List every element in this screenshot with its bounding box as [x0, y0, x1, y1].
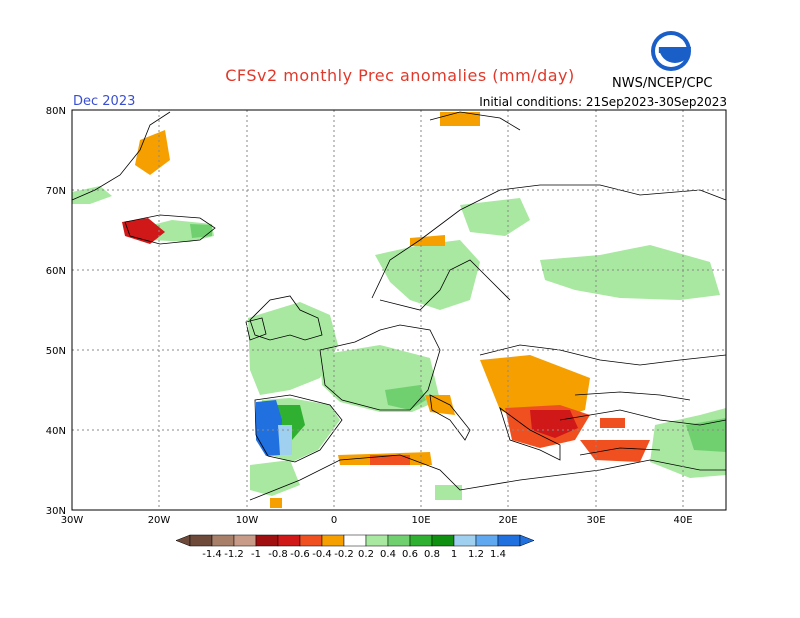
legend-swatch	[343, 534, 367, 547]
legend-swatch	[387, 534, 411, 547]
wet-region-russia	[540, 245, 720, 300]
legend-swatch	[453, 534, 477, 547]
legend-label: 1.2	[468, 549, 484, 560]
legend-label: 0.2	[358, 549, 374, 560]
coastline-turkey-north	[559, 409, 727, 426]
dry-region-svalbard	[440, 112, 480, 126]
legend-label: -0.6	[290, 549, 310, 560]
lat-label: 50N	[46, 346, 66, 357]
legend-swatch	[431, 534, 455, 547]
wet-region-middle-east-core	[686, 418, 726, 452]
legend-label: -0.4	[312, 549, 332, 560]
wet-region-north-scandinavia	[460, 198, 530, 236]
coastline-scandinavia-north	[371, 184, 727, 299]
very-wet-region-portugal	[256, 400, 282, 456]
legend-swatch	[189, 534, 213, 547]
legend-swatch	[255, 534, 279, 547]
map-title: CFSv2 monthly Prec anomalies (mm/day)	[225, 66, 575, 85]
lat-label: 60N	[46, 266, 66, 277]
lon-label: 30W	[61, 515, 84, 526]
coastline-north-africa	[249, 454, 726, 501]
coastline-black-sea-south	[574, 391, 691, 401]
coastline-greece	[499, 406, 561, 461]
dry-region-turkey-south	[580, 440, 650, 462]
latitude-labels: 80N 70N 60N 50N 40N 30N	[46, 106, 66, 517]
legend-label: -1	[251, 549, 261, 560]
noaa-logo-icon: NOAA	[651, 31, 691, 71]
map-border	[71, 109, 727, 511]
legend-label: 0.4	[380, 549, 396, 560]
agency-label: NWS/NCEP/CPC	[612, 76, 713, 91]
legend-label: 0.6	[402, 549, 418, 560]
lat-label: 30N	[46, 506, 66, 517]
coastline-great-britain	[249, 295, 323, 341]
legend-swatch	[299, 534, 323, 547]
legend-swatch	[321, 534, 345, 547]
wet-region-british-isles	[248, 302, 338, 395]
legend-swatch	[211, 534, 235, 547]
lon-label: 20W	[148, 515, 171, 526]
legend-arrow-left	[175, 534, 191, 547]
lon-label: 10W	[236, 515, 259, 526]
dry-region-algeria-core	[370, 455, 410, 465]
coastline-greenland	[71, 111, 171, 201]
wet-region-scandinavia	[375, 240, 480, 310]
legend-label: 1	[451, 549, 457, 560]
legend-swatch	[475, 534, 499, 547]
legend-label: -0.2	[334, 549, 354, 560]
wet-region-morocco	[250, 460, 300, 496]
dry-region-norway-coast	[410, 235, 445, 246]
longitude-labels: 30W 20W 10W 0 10E 20E 30E 40E	[61, 515, 693, 526]
legend-swatch	[277, 534, 301, 547]
lat-label: 40N	[46, 426, 66, 437]
coastline-turkey-south	[579, 447, 661, 456]
coastline-italy	[429, 394, 471, 441]
coastlines	[71, 111, 727, 501]
dry-region-canary	[270, 498, 282, 508]
legend-swatch	[497, 534, 521, 547]
wet-region-libya	[435, 485, 462, 500]
lat-label: 80N	[46, 106, 66, 117]
dry-region-iceland-west	[122, 218, 165, 244]
wet-region-iceland-core	[190, 224, 212, 238]
gridlines	[72, 110, 726, 510]
very-wet-region-portugal-edge	[278, 425, 292, 455]
lon-label: 20E	[498, 515, 517, 526]
legend-label: -0.8	[268, 549, 288, 560]
legend-arrow-right	[519, 534, 535, 547]
legend-swatch	[365, 534, 389, 547]
legend-label: 1.4	[490, 549, 506, 560]
lat-label: 70N	[46, 186, 66, 197]
coastline-iberia	[254, 394, 343, 463]
initial-conditions: Initial conditions: 21Sep2023-30Sep2023	[479, 95, 727, 109]
coastline-iceland	[124, 214, 216, 245]
lon-label: 30E	[586, 515, 605, 526]
legend-label: 0.8	[424, 549, 440, 560]
logo-text: NOAA	[658, 46, 684, 55]
coastline-france	[319, 324, 441, 411]
coastline-baltic	[379, 259, 511, 311]
lon-label: 0	[331, 515, 337, 526]
dry-region-turkey	[600, 418, 625, 428]
dry-region-greece-core	[530, 410, 578, 438]
legend-label: -1.4	[202, 549, 222, 560]
forecast-month: Dec 2023	[73, 94, 136, 109]
coastline-svalbard	[429, 111, 521, 131]
legend-label: -1.2	[224, 549, 244, 560]
lon-label: 10E	[411, 515, 430, 526]
coastline-ireland	[245, 317, 267, 341]
legend-swatch	[409, 534, 433, 547]
anomaly-shading	[72, 112, 726, 508]
legend-colorbar: -1.4 -1.2 -1 -0.8 -0.6 -0.4 -0.2 0.2 0.4 0.6 0.8 1 1…	[175, 534, 535, 560]
coastline-black-sea-north	[479, 344, 727, 366]
lon-label: 40E	[673, 515, 692, 526]
legend-swatch	[233, 534, 257, 547]
